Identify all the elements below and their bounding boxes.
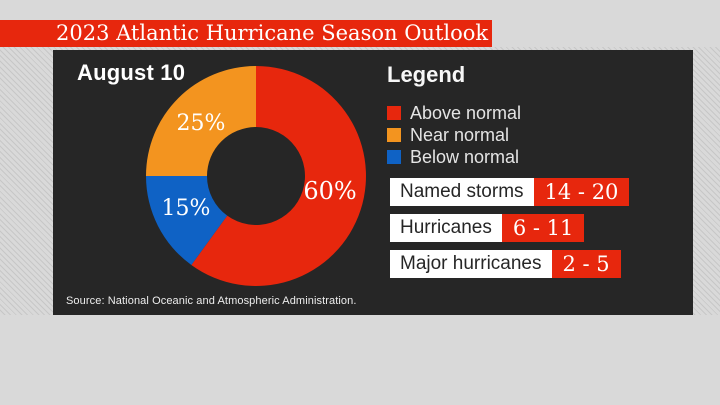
stat-value: 2 - 5 — [551, 250, 621, 278]
legend-swatch-red-icon — [387, 106, 401, 120]
legend-item-above-normal: Above normal — [387, 102, 521, 124]
stat-row-hurricanes: Hurricanes 6 - 11 — [390, 214, 629, 242]
forecast-stats: Named storms 14 - 20 Hurricanes 6 - 11 M… — [390, 178, 630, 286]
slice-label-near-normal: 25% — [176, 111, 226, 136]
stat-value: 14 - 20 — [533, 178, 630, 206]
donut-chart — [146, 66, 366, 286]
donut-slice-above-normal — [191, 66, 366, 286]
stat-row-major-hurricanes: Major hurricanes 2 - 5 — [390, 250, 629, 278]
stat-label: Hurricanes — [390, 214, 502, 242]
legend-heading: Legend — [387, 62, 466, 87]
stat-label: Major hurricanes — [390, 250, 552, 278]
legend-item-label: Below normal — [410, 147, 520, 167]
donut-slice-below-normal — [146, 176, 228, 265]
legend: Legend Above normal Near normal Below no… — [387, 62, 521, 168]
stat-row-named-storms: Named storms 14 - 20 — [390, 178, 630, 206]
slice-label-below-normal: 15% — [161, 196, 211, 221]
legend-item-below-normal: Below normal — [387, 146, 521, 168]
legend-item-label: Above normal — [410, 103, 522, 123]
slice-label-above-normal: 60% — [303, 177, 357, 205]
page-title: 2023 Atlantic Hurricane Season Outlook — [0, 20, 492, 47]
donut-slice-near-normal — [146, 66, 256, 176]
legend-item-label: Near normal — [410, 125, 510, 145]
source-attribution: Source: National Oceanic and Atmospheric… — [66, 295, 357, 307]
legend-swatch-orange-icon — [387, 128, 401, 142]
legend-swatch-blue-icon — [387, 150, 401, 164]
chart-panel: August 10 60% 15% 25% Legend Above norma… — [53, 50, 693, 315]
stat-value: 6 - 11 — [501, 214, 585, 242]
date-annotation: August 10 — [77, 60, 186, 85]
legend-item-near-normal: Near normal — [387, 124, 521, 146]
stat-label: Named storms — [390, 178, 534, 206]
